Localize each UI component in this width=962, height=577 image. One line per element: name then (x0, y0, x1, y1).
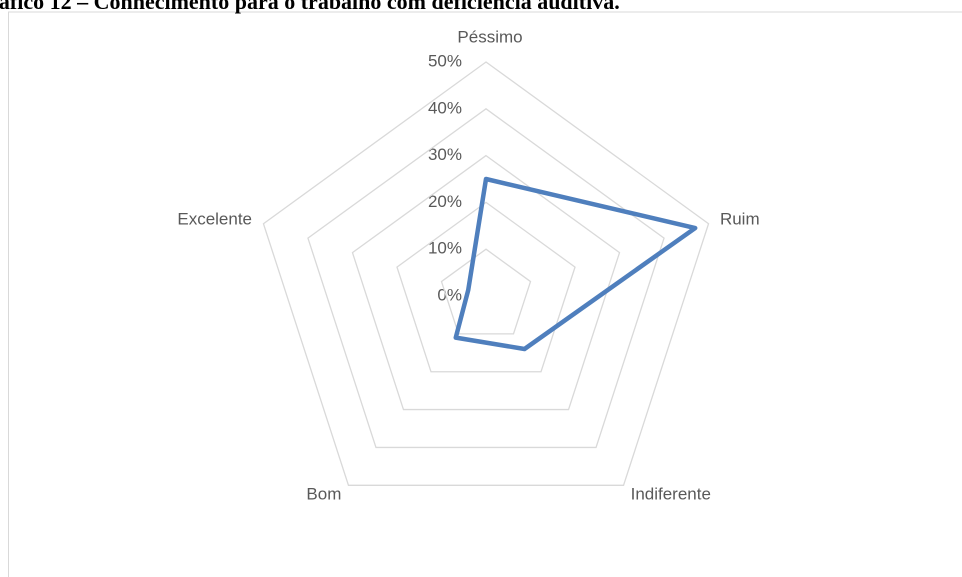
grid-ring (440, 248, 532, 335)
category-label: Bom (306, 485, 341, 504)
r-tick-label: 20% (428, 192, 462, 211)
series-line (453, 176, 698, 352)
grid-ring (262, 61, 710, 486)
r-tick-label: 30% (428, 145, 462, 164)
category-label: Excelente (177, 209, 252, 228)
r-tick-label: 50% (428, 51, 462, 70)
category-label: Péssimo (457, 27, 522, 46)
chart-title: Gráfico 12 – Conhecimento para o trabalh… (0, 0, 620, 14)
category-label: Ruim (720, 209, 760, 228)
grid-ring (396, 201, 576, 373)
r-tick-label: 40% (428, 98, 462, 117)
r-tick-label: 0% (437, 285, 462, 304)
category-label: Indiferente (631, 485, 711, 504)
chart-frame (8, 11, 962, 577)
grid-ring (307, 107, 665, 449)
r-tick-label: 10% (428, 239, 462, 258)
grid-ring (351, 154, 621, 411)
